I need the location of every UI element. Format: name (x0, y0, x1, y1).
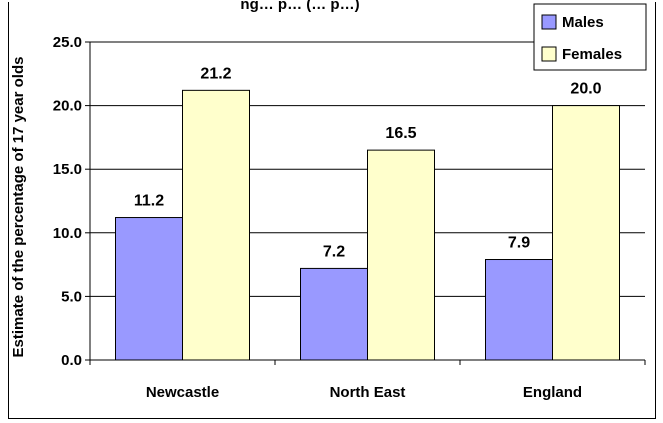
legend-label-females: Females (562, 46, 622, 63)
data-label: 21.2 (200, 65, 231, 82)
data-label: 16.5 (385, 125, 416, 142)
data-label: 7.9 (508, 235, 530, 252)
legend-swatch-females (541, 46, 557, 62)
y-axis-label: Estimate of the percentage of 17 year ol… (10, 57, 27, 358)
legend-label-males: Males (562, 14, 604, 31)
y-tick-label: 25.0 (53, 34, 82, 51)
y-tick-label: 0.0 (61, 352, 82, 369)
bar-females-newcastle (182, 89, 250, 361)
y-tick-label: 10.0 (53, 225, 82, 242)
bar-males-newcastle (115, 217, 183, 361)
x-category-label: England (523, 384, 582, 401)
y-axis-ticks: 0.0 5.0 10.0 15.0 20.0 25.0 (53, 34, 90, 369)
y-tick-label: 5.0 (61, 288, 82, 305)
legend-swatch-males (541, 14, 557, 30)
chart-frame (8, 2, 656, 419)
x-category-label: North East (330, 384, 406, 401)
data-labels: 11.2 21.2 7.2 16.5 7.9 20.0 (134, 65, 602, 260)
data-label: 20.0 (570, 81, 601, 98)
data-label: 11.2 (134, 193, 164, 210)
x-axis-categories: Newcastle North East England (146, 384, 582, 401)
legend: Males Females (533, 3, 647, 71)
bar-females-england (552, 105, 620, 361)
bar-males-england (485, 259, 553, 361)
data-label: 7.2 (323, 243, 345, 260)
bars (89, 89, 646, 365)
y-tick-label: 15.0 (53, 161, 82, 178)
bar-females-north-east (367, 149, 435, 361)
bar-males-north-east (300, 267, 368, 361)
chart-title: ng… p… (… p…) (240, 0, 359, 13)
x-category-label: Newcastle (146, 384, 219, 401)
y-tick-label: 20.0 (53, 98, 82, 115)
